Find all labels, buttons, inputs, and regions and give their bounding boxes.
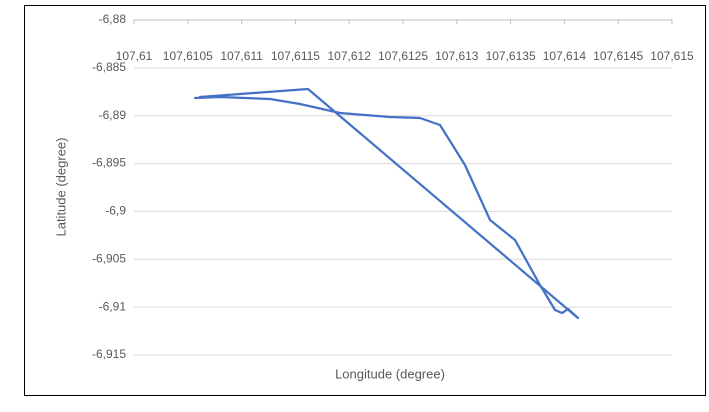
x-tick-label: 107,6135 <box>486 49 536 63</box>
x-tick-label: 107,6145 <box>593 49 643 63</box>
x-tick-label: 107,615 <box>650 49 694 63</box>
chart-border <box>24 5 706 396</box>
y-tick-label: -6,88 <box>99 12 127 26</box>
x-tick-label: 107,614 <box>543 49 587 63</box>
x-tick-label: 107,6125 <box>378 49 428 63</box>
x-tick-label: 107,613 <box>435 49 479 63</box>
x-tick-label: 107,611 <box>220 49 263 63</box>
x-tick-label: 107,61 <box>116 49 153 63</box>
x-tick-label: 107,612 <box>328 49 372 63</box>
y-tick-label: -6,895 <box>92 156 126 170</box>
x-tick-label: 107,6105 <box>163 49 213 63</box>
data-line <box>193 87 580 320</box>
x-tick-label: 107,6115 <box>271 49 320 63</box>
y-tick-label: -6,89 <box>99 108 127 122</box>
y-axis-title: Latitude (degree) <box>53 137 68 236</box>
y-tick-label: -6,915 <box>92 347 126 361</box>
y-tick-label: -6,9 <box>105 204 126 218</box>
x-axis-title: Longitude (degree) <box>335 366 445 381</box>
y-tick-label: -6,905 <box>92 251 126 265</box>
y-tick-label: -6,91 <box>99 299 127 313</box>
y-tick-label: -6,885 <box>92 60 126 74</box>
